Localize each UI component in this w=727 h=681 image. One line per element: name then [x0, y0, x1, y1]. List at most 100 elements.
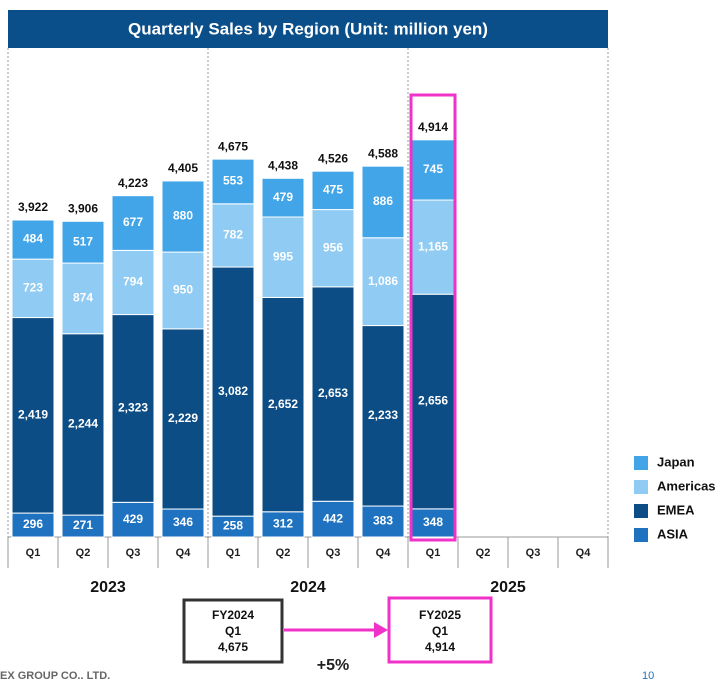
bar-segment: [211, 158, 255, 205]
compare-text: Q1: [432, 624, 448, 638]
value-label: 950: [173, 283, 193, 297]
value-label: 348: [423, 515, 443, 529]
compare-text: 4,675: [218, 640, 248, 654]
compare-text: 4,914: [425, 640, 455, 654]
value-label: 3,082: [218, 384, 248, 398]
bar-segment: [11, 258, 55, 319]
value-label: 2,419: [18, 407, 48, 421]
value-label: 429: [123, 512, 143, 526]
total-label: 3,906: [68, 201, 98, 215]
value-label: 1,086: [368, 274, 398, 288]
group-label: 2025: [490, 579, 526, 596]
total-label: 4,588: [368, 146, 398, 160]
chart-title: Quarterly Sales by Region (Unit: million…: [128, 19, 488, 38]
value-label: 517: [73, 234, 93, 248]
bar-segment: [411, 293, 455, 510]
total-label: 4,438: [268, 158, 298, 172]
value-label: 312: [273, 517, 293, 531]
total-label: 4,526: [318, 151, 348, 165]
value-label: 874: [73, 291, 93, 305]
bar-segment: [411, 199, 455, 295]
value-label: 995: [273, 249, 293, 263]
compare-text: Q1: [225, 624, 241, 638]
bar-segment: [11, 317, 55, 514]
total-label: 3,922: [18, 200, 48, 214]
bar-segment: [311, 209, 355, 288]
value-label: 479: [273, 190, 293, 204]
compare-text: FY2025: [419, 608, 461, 622]
bar-segment: [161, 180, 205, 253]
value-label: 2,656: [418, 394, 448, 408]
total-label: 4,223: [118, 176, 148, 190]
value-label: 346: [173, 515, 193, 529]
value-label: 677: [123, 215, 143, 229]
value-label: 296: [23, 517, 43, 531]
bar-segment: [111, 501, 155, 538]
bar-segment: [261, 177, 305, 218]
value-label: 782: [223, 228, 243, 242]
value-label: 475: [323, 183, 343, 197]
value-label: 886: [373, 194, 393, 208]
bar-segment: [361, 165, 405, 239]
legend-label: Japan: [657, 454, 695, 469]
value-label: 442: [323, 511, 343, 525]
legend-swatch: [634, 528, 648, 542]
x-tick-label: Q2: [476, 547, 491, 559]
bar-segment: [211, 266, 255, 517]
value-label: 258: [223, 519, 243, 533]
value-label: 2,653: [318, 386, 348, 400]
bar-segment: [261, 296, 305, 513]
compare-text: FY2024: [212, 608, 254, 622]
page-number: 10: [642, 670, 654, 681]
x-tick-label: Q4: [376, 547, 392, 559]
bar-segment: [61, 220, 105, 264]
value-label: 2,233: [368, 408, 398, 422]
legend-label: ASIA: [657, 526, 689, 541]
compare-box-from: [182, 598, 284, 664]
value-label: 1,165: [418, 239, 448, 253]
legend-swatch: [634, 504, 648, 518]
bar-segment: [111, 249, 155, 316]
value-label: 2,229: [168, 411, 198, 425]
value-label: 484: [23, 232, 43, 246]
x-tick-label: Q2: [76, 547, 91, 559]
value-label: 553: [223, 174, 243, 188]
bar-segment: [111, 195, 155, 251]
change-label: +5%: [317, 657, 349, 674]
legend-label: EMEA: [657, 502, 695, 517]
total-label: 4,675: [218, 139, 248, 153]
group-label: 2023: [90, 579, 126, 596]
compare-box-to: [387, 596, 493, 664]
bar-segment: [111, 314, 155, 503]
x-tick-label: Q2: [276, 547, 291, 559]
bar-segment: [361, 237, 405, 327]
x-tick-label: Q3: [126, 547, 141, 559]
bar-segment: [361, 505, 405, 538]
x-tick-label: Q1: [26, 547, 41, 559]
footer: EX GROUP CO.. LTD.: [0, 670, 110, 681]
x-tick-label: Q3: [526, 547, 541, 559]
bar-segment: [161, 508, 205, 538]
value-label: 2,244: [68, 417, 98, 431]
x-tick-label: Q4: [176, 547, 192, 559]
title-bar: [8, 10, 608, 48]
value-label: 956: [323, 240, 343, 254]
value-label: 2,652: [268, 397, 298, 411]
value-label: 271: [73, 518, 93, 532]
bar-segment: [61, 333, 105, 516]
bar-segment: [161, 251, 205, 330]
total-label: 4,405: [168, 161, 198, 175]
value-label: 2,323: [118, 401, 148, 415]
total-label: 4,914: [418, 120, 448, 134]
legend-swatch: [634, 456, 648, 470]
value-label: 745: [423, 162, 443, 176]
value-label: 383: [373, 514, 393, 528]
bar-segment: [211, 203, 255, 268]
highlight-box: [409, 93, 457, 542]
legend-label: Americas: [657, 478, 716, 493]
compare-arrowhead: [374, 622, 388, 638]
bar-segment: [261, 511, 305, 538]
x-tick-label: Q3: [326, 547, 341, 559]
value-label: 880: [173, 209, 193, 223]
bar-segment: [261, 216, 305, 298]
